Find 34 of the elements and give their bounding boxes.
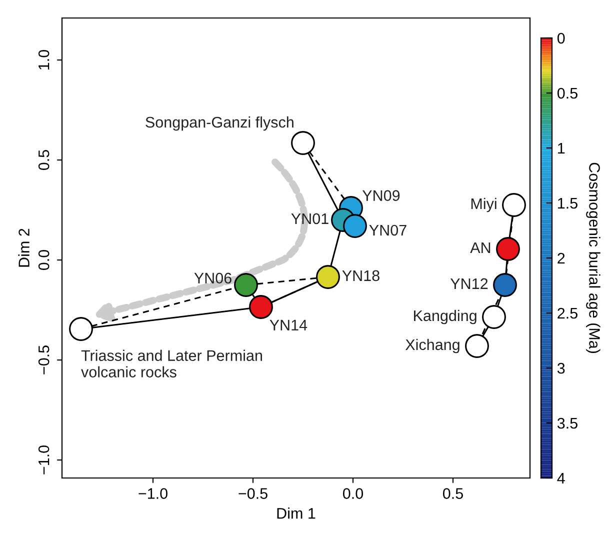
color-bar-label: 3.5: [557, 418, 578, 429]
y-tick-label: −0.5: [38, 346, 50, 374]
annotation: YN12: [450, 278, 488, 289]
color-bar-label: 2.5: [558, 308, 578, 319]
annotation: Kangding: [414, 310, 476, 324]
y-tick-label: 1.0: [38, 50, 50, 70]
annotation: YN14: [270, 320, 308, 330]
x-tick-label: 0.0: [342, 488, 364, 499]
annotation: YN07: [369, 224, 406, 236]
annotation: YN01: [291, 213, 328, 224]
annotation: Songpan-Ganzi flysch: [146, 116, 294, 131]
color-bar-label: 1: [558, 143, 565, 154]
annotation: YN18: [342, 270, 380, 282]
x-tick-label: −0.5: [238, 488, 268, 499]
y-tick-label: 0.5: [38, 150, 50, 170]
y-tick-label: 0.0: [38, 250, 50, 270]
annotation: AN: [470, 242, 490, 253]
color-bar-title: Cosmogenic burial age (Ma): [586, 162, 600, 354]
color-bar-label: 4: [557, 473, 565, 484]
annotation: YN09: [362, 190, 400, 201]
color-bar-label: 0: [557, 32, 565, 44]
color-bar-label: 0.5: [557, 88, 578, 99]
annotation: Miyi: [471, 198, 496, 212]
x-tick-label: −1.0: [138, 488, 168, 499]
color-bar-label: 2: [558, 252, 565, 264]
annotation: YN06: [194, 272, 232, 284]
y-tick-label: −1.0: [38, 446, 50, 474]
y-axis-title: Dim 2: [18, 228, 30, 267]
x-axis-title: Dim 1: [277, 508, 316, 519]
color-bar-label: 3: [557, 362, 565, 374]
color-bar-label: 1.5: [558, 198, 578, 209]
x-tick-label: 0.5: [442, 488, 463, 499]
annotation: Xichang: [405, 338, 460, 354]
annotation: Triassic and Later Permian volcanic rocks: [81, 350, 262, 378]
